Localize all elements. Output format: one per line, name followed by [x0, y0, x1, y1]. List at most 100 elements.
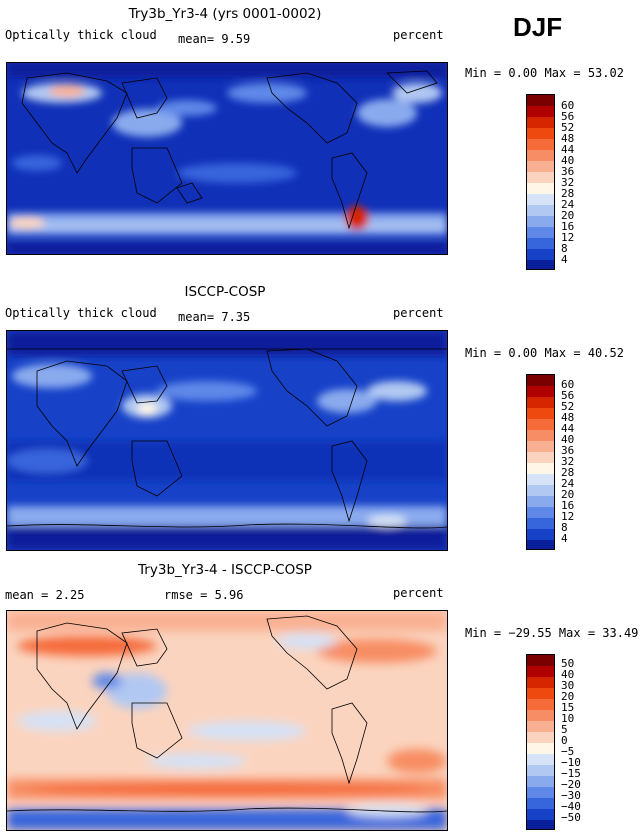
colorbar-tick: 60	[561, 378, 575, 391]
panel3-colorbar-band	[527, 732, 554, 743]
panel3-mean-label: mean = 2.25	[5, 588, 85, 602]
panel3-colorbar-band	[527, 820, 554, 829]
colorbar-tick: −40	[561, 800, 581, 813]
colorbar-tick: 52	[561, 121, 575, 134]
panel3-colorbar-band	[527, 655, 554, 666]
panel2-variable-label: Optically thick cloud	[5, 306, 157, 320]
panel1-variable-label: Optically thick cloud	[5, 28, 157, 42]
colorbar-tick: −15	[561, 767, 581, 780]
panel3-colorbar-band	[527, 688, 554, 699]
colorbar-tick: 56	[561, 110, 575, 123]
colorbar-tick: 36	[561, 165, 575, 178]
panel1-minmax: Min = 0.00 Max = 53.02	[465, 66, 624, 80]
panel1-colorbar-band	[527, 260, 554, 269]
colorbar-tick: 24	[561, 198, 575, 211]
panel2-colorbar-band	[527, 463, 554, 474]
colorbar-tick: 48	[561, 411, 575, 424]
colorbar-tick: 50	[561, 657, 575, 670]
colorbar-tick: −50	[561, 811, 581, 824]
panel2-colorbar-band	[527, 386, 554, 397]
colorbar-tick: 40	[561, 154, 575, 167]
panel3-colorbar-band	[527, 809, 554, 820]
colorbar-tick: 40	[561, 433, 575, 446]
panel2-colorbar-band	[527, 474, 554, 485]
colorbar-tick: 36	[561, 444, 575, 457]
panel1-colorbar-band	[527, 227, 554, 238]
panel3-map	[6, 610, 448, 831]
panel2-colorbar	[526, 374, 555, 550]
colorbar-tick: 32	[561, 176, 575, 189]
panel1-mean-label: mean= 9.59	[178, 32, 251, 46]
panel2-colorbar-band	[527, 419, 554, 430]
colorbar-tick: 12	[561, 231, 575, 244]
panel1-colorbar-band	[527, 172, 554, 183]
colorbar-tick: 32	[561, 455, 575, 468]
panel2-colorbar-band	[527, 540, 554, 549]
panel3-colorbar	[526, 654, 555, 830]
panel2-colorbar-band	[527, 375, 554, 386]
colorbar-tick: 28	[561, 466, 575, 479]
panel2-colorbar-band	[527, 452, 554, 463]
panel3-units-label: percent	[393, 586, 444, 600]
panel2-minmax: Min = 0.00 Max = 40.52	[465, 346, 624, 360]
colorbar-tick: 4	[561, 253, 568, 266]
colorbar-tick: 15	[561, 701, 575, 714]
panel1-map	[6, 62, 448, 255]
panel2-colorbar-band	[527, 518, 554, 529]
panel1-colorbar-band	[527, 216, 554, 227]
colorbar-tick: 8	[561, 242, 568, 255]
colorbar-tick: 44	[561, 422, 575, 435]
panel1-colorbar-band	[527, 205, 554, 216]
panel1-colorbar-band	[527, 150, 554, 161]
colorbar-tick: −30	[561, 789, 581, 802]
panel2-colorbar-band	[527, 485, 554, 496]
colorbar-tick: −20	[561, 778, 581, 791]
colorbar-tick: 48	[561, 132, 575, 145]
panel3-colorbar-band	[527, 743, 554, 754]
panel3-colorbar-band	[527, 754, 554, 765]
colorbar-tick: 20	[561, 209, 575, 222]
colorbar-tick: 20	[561, 488, 575, 501]
colorbar-tick: 16	[561, 499, 575, 512]
colorbar-tick: −10	[561, 756, 581, 769]
panel2-colorbar-band	[527, 496, 554, 507]
colorbar-tick: 8	[561, 521, 568, 534]
panel1-colorbar-band	[527, 106, 554, 117]
panel1-colorbar-band	[527, 194, 554, 205]
season-label: DJF	[513, 12, 563, 42]
colorbar-tick: 10	[561, 712, 575, 725]
panel1-colorbar-band	[527, 249, 554, 260]
panel2-colorbar-band	[527, 441, 554, 452]
panel1-colorbar-band	[527, 139, 554, 150]
colorbar-tick: 56	[561, 389, 575, 402]
colorbar-tick: 28	[561, 187, 575, 200]
colorbar-tick: 52	[561, 400, 575, 413]
panel2-colorbar-band	[527, 408, 554, 419]
panel1-colorbar-band	[527, 238, 554, 249]
panel3-colorbar-band	[527, 798, 554, 809]
colorbar-tick: 5	[561, 723, 568, 736]
panel3-colorbar-band	[527, 776, 554, 787]
panel1-colorbar-band	[527, 95, 554, 106]
colorbar-tick: 20	[561, 690, 575, 703]
colorbar-tick: 24	[561, 477, 575, 490]
panel1-colorbar	[526, 94, 555, 270]
panel2-units-label: percent	[393, 306, 444, 320]
colorbar-tick: 16	[561, 220, 575, 233]
panel2-mean-label: mean= 7.35	[178, 310, 251, 324]
colorbar-tick: 4	[561, 532, 568, 545]
panel3-rmse-label: rmse = 5.96	[164, 588, 244, 602]
colorbar-tick: 60	[561, 99, 575, 112]
panel3-title: Try3b_Yr3-4 - ISCCP-COSP	[138, 562, 312, 578]
panel3-colorbar-band	[527, 721, 554, 732]
panel2-colorbar-band	[527, 397, 554, 408]
panel2-colorbar-band	[527, 529, 554, 540]
panel1-units-label: percent	[393, 28, 444, 42]
panel1-colorbar-band	[527, 183, 554, 194]
colorbar-tick: −5	[561, 745, 575, 758]
panel2-title: ISCCP-COSP	[184, 284, 266, 300]
panel1-colorbar-band	[527, 161, 554, 172]
colorbar-tick: 12	[561, 510, 575, 523]
panel1-title: Try3b_Yr3-4 (yrs 0001-0002)	[128, 6, 322, 22]
panel3-colorbar-band	[527, 710, 554, 721]
